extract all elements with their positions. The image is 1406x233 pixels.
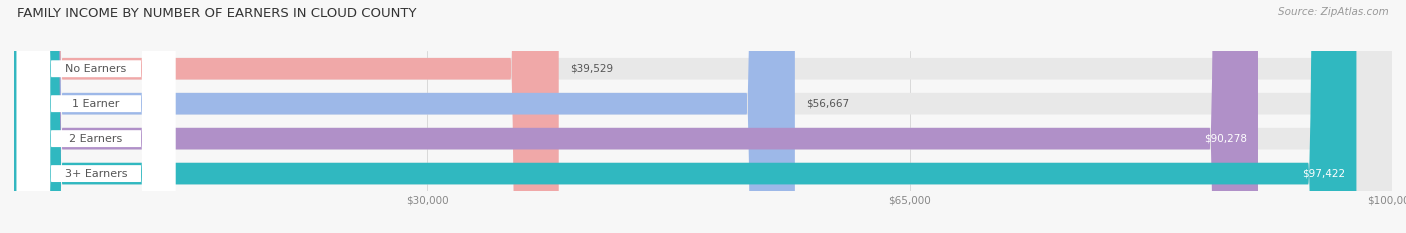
Text: $56,667: $56,667	[806, 99, 849, 109]
FancyBboxPatch shape	[17, 0, 176, 233]
Text: $90,278: $90,278	[1204, 134, 1247, 144]
FancyBboxPatch shape	[14, 0, 794, 233]
Text: Source: ZipAtlas.com: Source: ZipAtlas.com	[1278, 7, 1389, 17]
Text: FAMILY INCOME BY NUMBER OF EARNERS IN CLOUD COUNTY: FAMILY INCOME BY NUMBER OF EARNERS IN CL…	[17, 7, 416, 20]
FancyBboxPatch shape	[17, 0, 176, 233]
FancyBboxPatch shape	[14, 0, 1357, 233]
Text: 2 Earners: 2 Earners	[69, 134, 122, 144]
FancyBboxPatch shape	[14, 0, 1392, 233]
FancyBboxPatch shape	[14, 0, 1392, 233]
FancyBboxPatch shape	[14, 0, 1258, 233]
Text: 3+ Earners: 3+ Earners	[65, 169, 128, 178]
FancyBboxPatch shape	[14, 0, 558, 233]
FancyBboxPatch shape	[17, 0, 176, 233]
Text: No Earners: No Earners	[66, 64, 127, 74]
FancyBboxPatch shape	[14, 0, 1392, 233]
Text: 1 Earner: 1 Earner	[72, 99, 120, 109]
Text: $97,422: $97,422	[1302, 169, 1346, 178]
FancyBboxPatch shape	[14, 0, 1392, 233]
Text: $39,529: $39,529	[569, 64, 613, 74]
FancyBboxPatch shape	[17, 0, 176, 233]
